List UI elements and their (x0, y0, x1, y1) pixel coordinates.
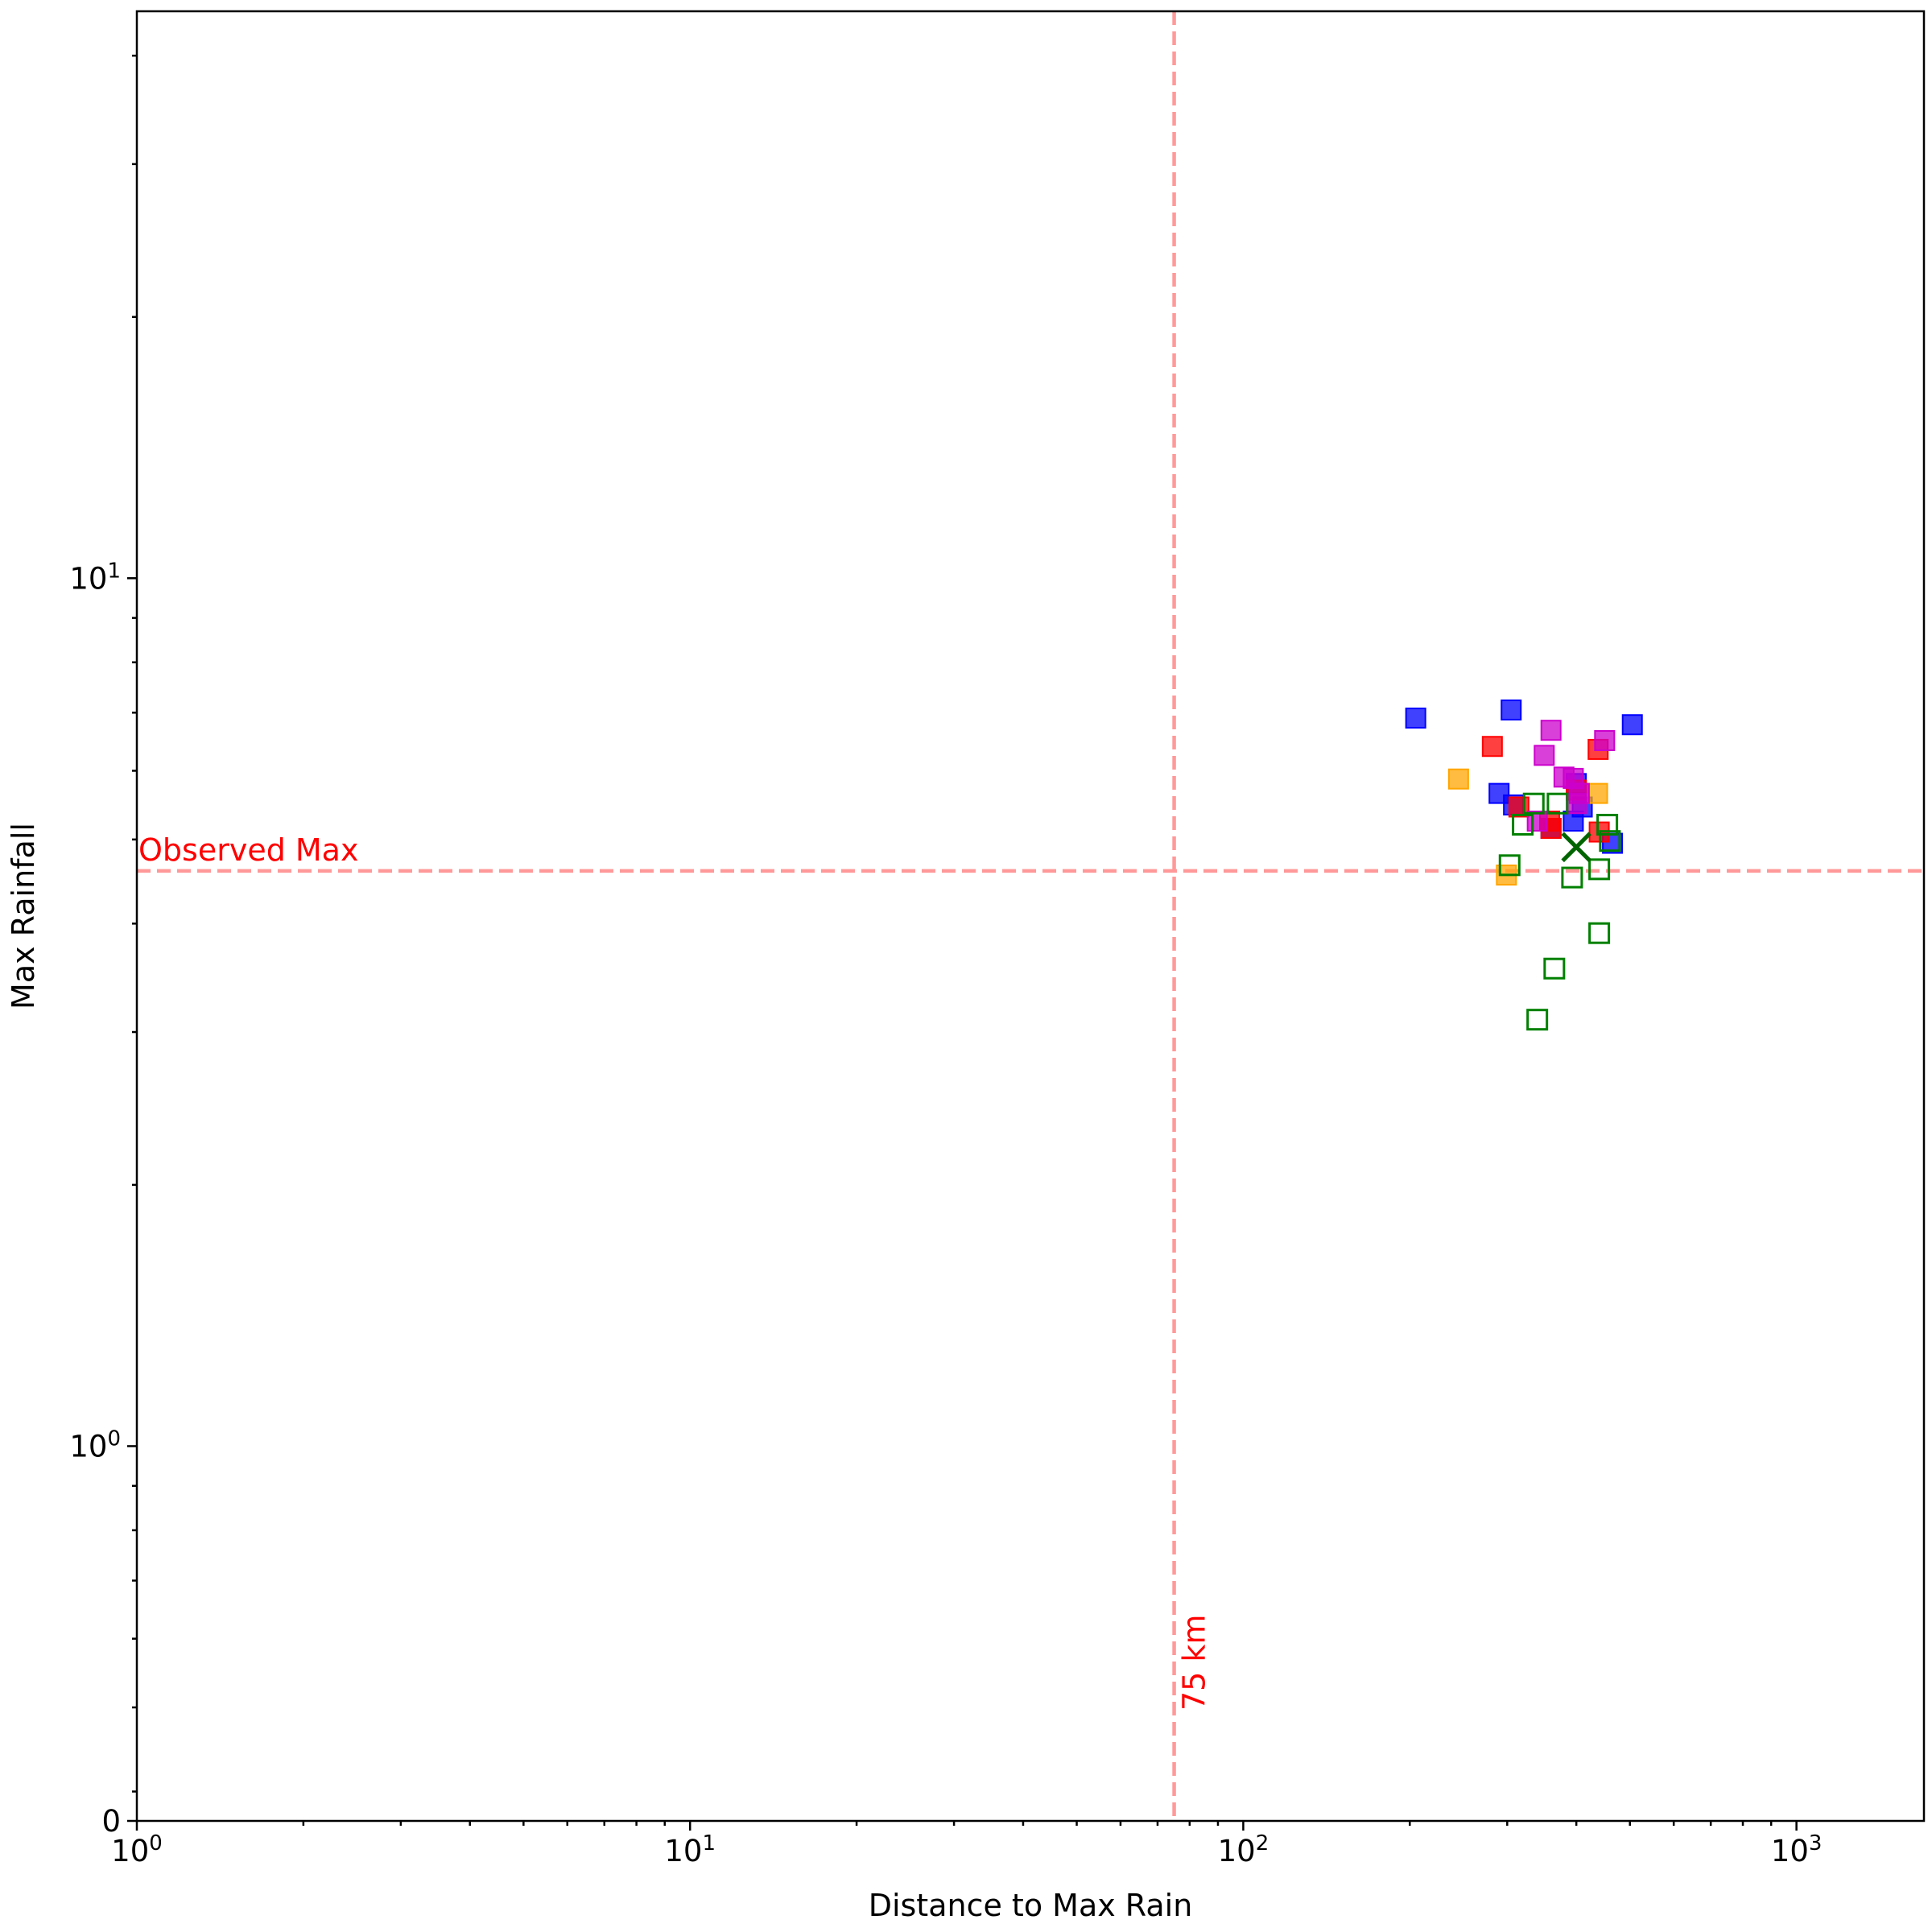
data-point-square (1621, 714, 1643, 736)
data-point-open-square (1561, 866, 1583, 889)
y-axis-label: Max Rainfall (6, 823, 41, 1009)
plot-frame (135, 10, 1926, 1823)
data-point-open-square (1498, 854, 1521, 877)
data-point-square (1594, 729, 1616, 751)
y-tick-label: 101 (69, 559, 121, 596)
reference-lines: 75 km Observed Max (137, 11, 1924, 1821)
data-points (1405, 699, 1643, 1031)
y-tick-label: 100 (69, 1426, 121, 1463)
reference-label-observed-max: Observed Max (138, 832, 358, 868)
data-point-open-square (1596, 813, 1619, 836)
reference-label-75km: 75 km (1177, 1615, 1212, 1711)
x-tick-label: 102 (1218, 1831, 1269, 1868)
data-point-open-square (1588, 922, 1611, 944)
data-point-square (1501, 699, 1522, 720)
data-point-square (1587, 782, 1608, 804)
data-point-square (1534, 745, 1555, 766)
data-point-open-square (1546, 792, 1569, 815)
data-point-square (1540, 720, 1562, 741)
data-point-open-square (1522, 792, 1545, 815)
x-tick-label: 103 (1771, 1831, 1823, 1868)
y-zero-label: 0 (101, 1804, 121, 1839)
data-point-open-square (1543, 957, 1566, 980)
x-tick-label: 101 (664, 1831, 716, 1868)
data-point-x-marker (1561, 832, 1591, 863)
data-point-square (1405, 708, 1426, 729)
data-point-open-square (1526, 1009, 1549, 1031)
axis-ticks: 100 101 102 103 100 101 0 (69, 54, 1823, 1868)
data-point-square (1566, 793, 1587, 815)
data-point-square (1488, 782, 1510, 804)
data-point-open-square (1588, 858, 1611, 881)
x-tick-label: 100 (111, 1831, 163, 1868)
data-point-open-square (1599, 830, 1621, 852)
data-point-square (1447, 768, 1469, 790)
data-point-open-square (1512, 813, 1534, 836)
x-axis-label: Distance to Max Rain (869, 1888, 1193, 1923)
data-point-square (1481, 736, 1503, 758)
